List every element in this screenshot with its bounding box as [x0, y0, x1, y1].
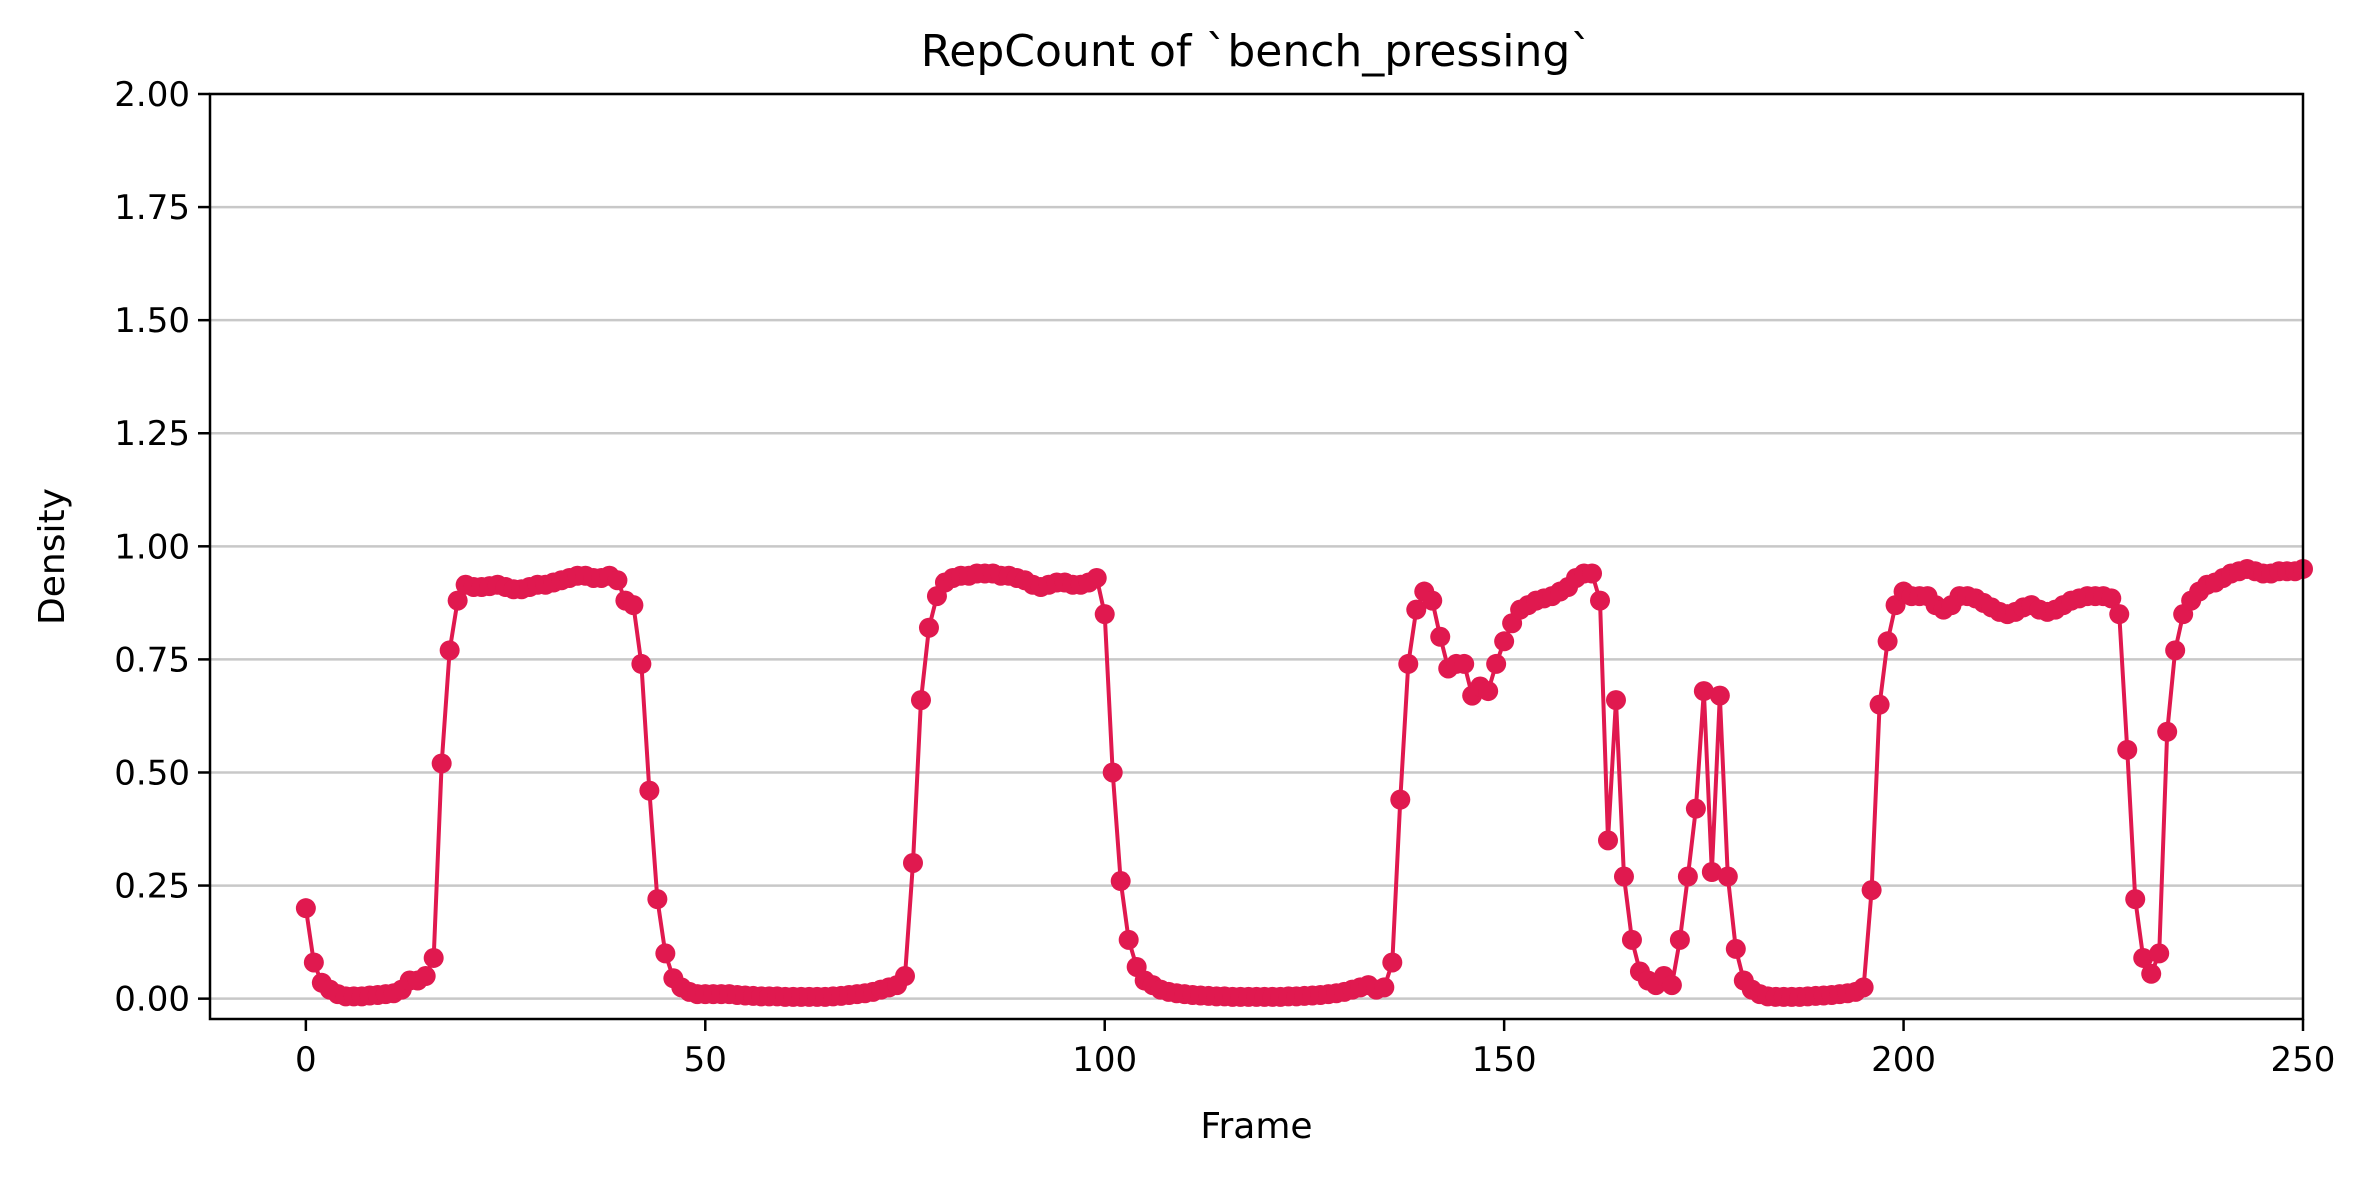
data-point [1102, 762, 1123, 783]
data-point [2149, 943, 2170, 964]
data-point [607, 570, 628, 591]
data-point [439, 640, 460, 661]
data-point [1478, 681, 1499, 702]
data-point [631, 653, 652, 674]
data-point [1685, 798, 1706, 819]
data-point [1406, 599, 1427, 620]
data-point [902, 852, 923, 873]
data-point [910, 690, 931, 711]
y-tick-label: 0.25 [114, 867, 190, 907]
y-tick-label: 2.00 [114, 75, 190, 115]
data-point [2165, 640, 2186, 661]
data-point [1861, 880, 1882, 901]
x-tick-label: 0 [295, 1040, 317, 1080]
x-tick-label: 200 [1871, 1040, 1936, 1080]
y-tick-label: 1.25 [114, 414, 190, 454]
data-point [1398, 653, 1419, 674]
data-point [623, 595, 644, 616]
data-point [2101, 588, 2122, 609]
data-point [1486, 653, 1507, 674]
y-axis-ticks: 0.00 0.25 0.50 0.75 1.00 1.25 1.50 1.75 2.00 [114, 75, 210, 1020]
data-point [2117, 739, 2138, 760]
data-point [1582, 563, 1603, 584]
data-point [1598, 830, 1618, 851]
data-point [1661, 975, 1682, 996]
y-tick-label: 1.75 [114, 188, 190, 228]
data-point [295, 898, 316, 919]
plot-frame [208, 92, 2305, 1021]
data-point [1693, 681, 1714, 702]
data-point [2141, 963, 2162, 984]
data-point [1621, 929, 1642, 950]
data-point [1454, 653, 1475, 674]
data-point [1382, 952, 1403, 973]
data-point [1094, 604, 1115, 625]
data-point [1422, 590, 1443, 611]
data-point [1374, 977, 1395, 998]
data-point [1677, 866, 1698, 887]
data-point [423, 947, 444, 968]
data-point [303, 952, 324, 973]
data-point [1701, 862, 1722, 882]
data-point [1390, 789, 1411, 810]
y-tick-label: 0.00 [114, 980, 190, 1020]
data-point [2125, 889, 2146, 910]
data-point [1709, 685, 1730, 706]
data-point [1605, 690, 1626, 711]
data-point [1877, 631, 1898, 652]
data-point [918, 617, 939, 638]
data-point [2109, 604, 2130, 625]
data-point [1725, 938, 1746, 959]
data-point [431, 753, 452, 774]
data-point [1430, 626, 1451, 647]
data-point [415, 966, 436, 987]
y-tick-label: 1.00 [114, 527, 190, 567]
data-point [1669, 929, 1690, 950]
series-layer [295, 558, 2313, 1007]
data-point [447, 590, 468, 611]
y-tick-label: 1.50 [114, 301, 190, 341]
data-point [1717, 866, 1738, 887]
chart-title: RepCount of `bench_pressing` [921, 26, 1593, 77]
data-point [1086, 567, 1107, 588]
data-point [1590, 590, 1611, 611]
data-point [1869, 694, 1890, 715]
data-point [655, 943, 676, 964]
data-point [1118, 929, 1139, 950]
x-tick-label: 250 [2271, 1040, 2336, 1080]
data-point [2157, 721, 2178, 742]
data-point [639, 780, 660, 801]
x-axis-label: Frame [1200, 1106, 1312, 1147]
data-point [1110, 871, 1131, 892]
y-tick-label: 0.75 [114, 640, 190, 680]
x-tick-label: 50 [684, 1040, 727, 1080]
data-point [1613, 866, 1634, 887]
x-axis-ticks: 0 50 100 150 200 250 [295, 1019, 2335, 1080]
data-point [2133, 947, 2154, 968]
data-point [647, 889, 668, 910]
y-axis-label: Density [32, 488, 73, 625]
y-tick-label: 0.50 [114, 753, 190, 793]
data-point [1494, 631, 1515, 652]
data-point [1853, 977, 1874, 998]
x-tick-label: 100 [1072, 1040, 1137, 1080]
data-point [895, 966, 915, 987]
x-tick-label: 150 [1472, 1040, 1537, 1080]
